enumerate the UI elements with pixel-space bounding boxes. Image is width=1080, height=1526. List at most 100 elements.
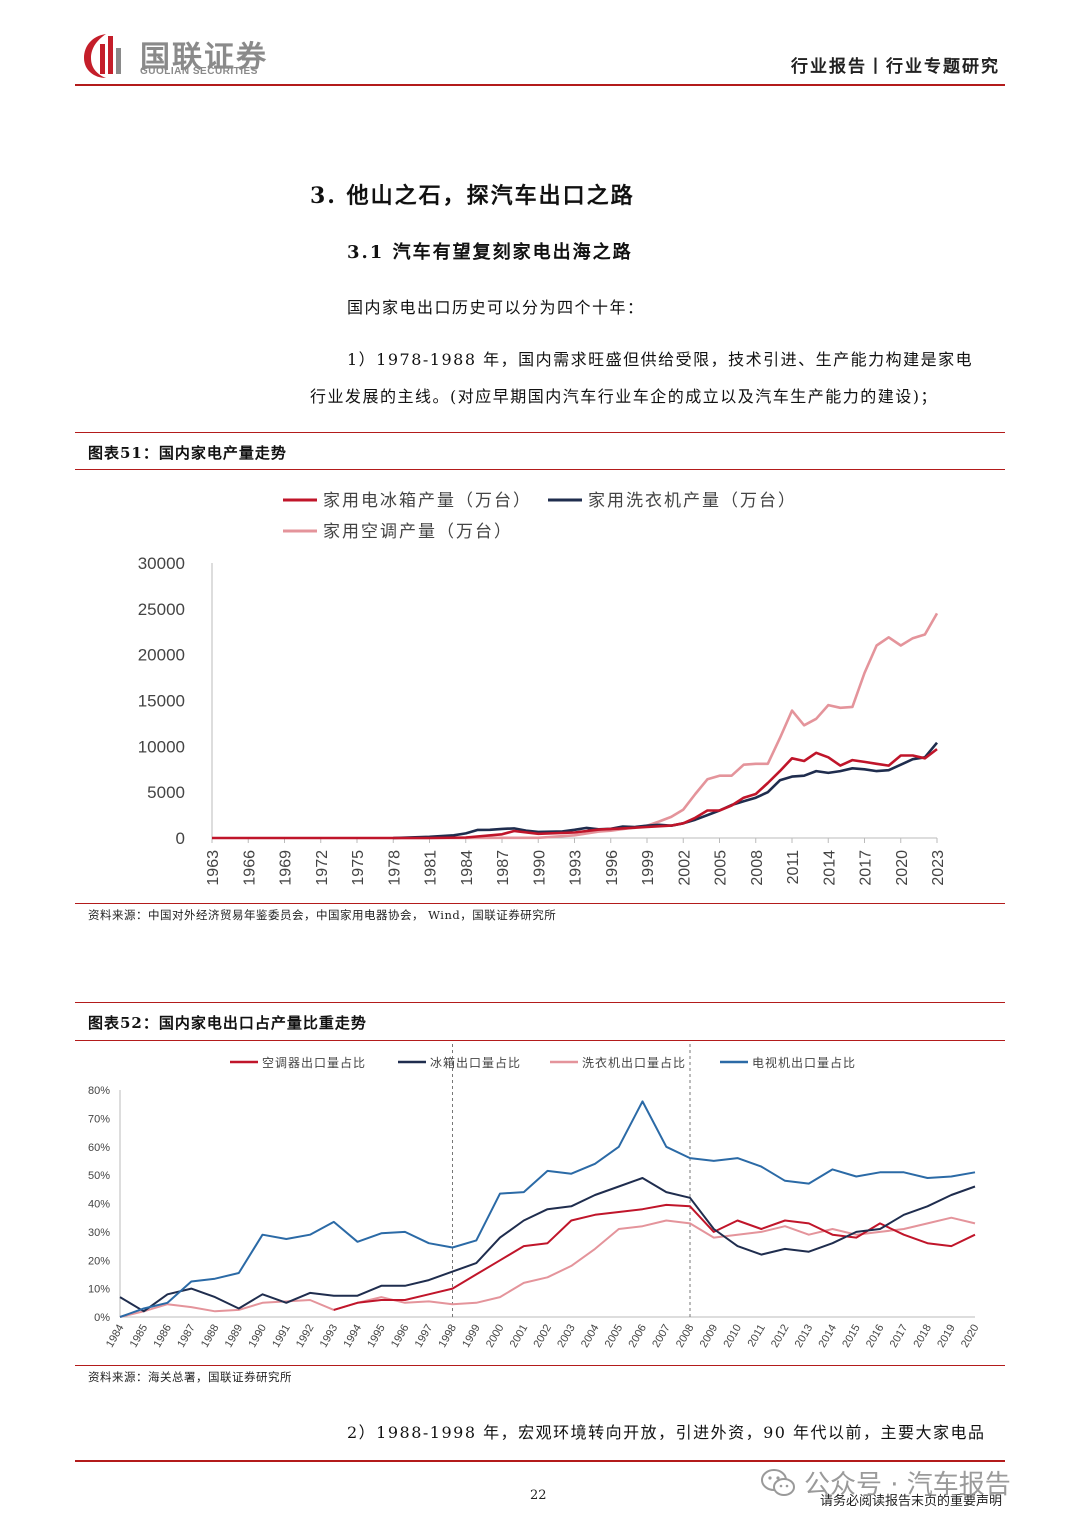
x-tick-label: 2014	[821, 850, 838, 886]
x-tick-label: 1966	[241, 850, 258, 886]
paragraph-1-line1: 1）1978-1988 年，国内需求旺盛但供给受限，技术引进、生产能力构建是家电	[347, 350, 974, 369]
x-tick-label: 1985	[128, 1323, 151, 1350]
wechat-icon	[761, 1468, 795, 1496]
x-tick-label: 2010	[721, 1323, 744, 1350]
x-tick-label: 1993	[568, 850, 585, 886]
series-line-tv	[119, 1100, 976, 1318]
x-tick-label: 1988	[199, 1323, 222, 1350]
x-tick-label: 2017	[858, 850, 875, 886]
figure51-title: 图表51：国内家电产量走势	[88, 444, 287, 462]
x-tick-label: 1992	[294, 1323, 317, 1350]
logo-text-cn: 国联证券	[140, 40, 268, 75]
x-tick-label: 1996	[389, 1323, 412, 1350]
figure52-title: 图表52：国内家电出口占产量比重走势	[88, 1014, 367, 1032]
paragraph-2: 2）1988-1998 年，宏观环境转向开放，引进外资，90 年代以前，主要大家…	[347, 1423, 986, 1442]
x-tick-label: 2008	[674, 1323, 697, 1350]
watermark: 公众号 · 汽车报告	[760, 1464, 1011, 1501]
x-tick-label: 2016	[864, 1323, 887, 1350]
page-number: 22	[530, 1488, 547, 1503]
legend-label-washer: 洗衣机出口量占比	[582, 1055, 686, 1070]
x-tick-label: 2012	[769, 1323, 792, 1350]
x-tick-label: 1999	[460, 1323, 483, 1350]
y-tick-label: 60%	[88, 1142, 110, 1154]
figure52-title-rule	[75, 1040, 1005, 1041]
figure51-top-rule	[75, 432, 1005, 433]
x-tick-label: 1998	[436, 1323, 459, 1350]
x-tick-label: 2007	[650, 1323, 673, 1350]
x-tick-label: 1978	[386, 850, 403, 886]
x-tick-label: 1986	[151, 1323, 174, 1350]
x-tick-label: 1994	[341, 1323, 364, 1350]
x-tick-label: 2020	[894, 850, 911, 886]
logo: 国联证券 GUOLIAN SECURITIES	[80, 30, 280, 80]
x-tick-label: 1997	[413, 1323, 436, 1350]
paragraph-1-line2: 行业发展的主线。(对应早期国内汽车行业车企的成立以及汽车生产能力的建设)；	[310, 387, 938, 406]
x-tick-label: 1990	[246, 1323, 269, 1350]
y-tick-label: 0%	[94, 1312, 110, 1324]
y-tick-label: 40%	[88, 1199, 110, 1211]
x-tick-label: 2017	[888, 1323, 911, 1350]
x-tick-label: 2002	[531, 1323, 554, 1350]
sub-heading: 3.1 汽车有望复刻家电出海之路	[347, 242, 633, 263]
x-tick-label: 1972	[314, 850, 331, 886]
figure51-title-rule	[75, 469, 1005, 470]
x-tick-label: 2015	[840, 1323, 863, 1350]
footer-disclaimer: 请务必阅读报告末页的重要声明	[819, 1494, 1002, 1509]
series-line-fridge	[119, 1177, 976, 1313]
watermark-text: 公众号 · 汽车报告	[804, 1470, 1011, 1500]
y-tick-label: 80%	[88, 1085, 110, 1097]
x-tick-label: 1995	[365, 1323, 388, 1350]
y-tick-label: 50%	[88, 1170, 110, 1182]
y-tick-label: 5000	[147, 783, 185, 802]
production-line-chart: 0 5000 10000 15000 20000 25000 30000 1963 1966 19…	[138, 491, 947, 886]
x-tick-label: 1996	[604, 850, 621, 886]
x-tick-label: 2001	[508, 1323, 531, 1350]
x-tick-label: 1990	[531, 850, 548, 886]
x-tick-label: 2006	[626, 1323, 649, 1350]
x-tick-label: 1999	[640, 850, 657, 886]
footer-divider	[75, 1460, 1005, 1462]
x-tick-label: 2005	[713, 850, 730, 886]
logo-text-en: GUOLIAN SECURITIES	[140, 66, 258, 77]
figure52-source: 资料来源：海关总署，国联证券研究所	[88, 1370, 292, 1384]
series-line-fridge	[212, 748, 938, 840]
x-tick-label: 1991	[270, 1323, 293, 1350]
export-share-line-chart: 0%10%20%30%40%50%60%70%80%1984 1985 1986 19…	[88, 1044, 982, 1350]
section-heading: 3. 他山之石，探汽车出口之路	[310, 183, 635, 209]
series-line-ac	[393, 612, 939, 840]
legend-label-tv: 电视机出口量占比	[752, 1055, 856, 1070]
y-tick-label: 30%	[88, 1227, 110, 1239]
x-tick-label: 2019	[935, 1323, 958, 1350]
x-tick-label: 1987	[495, 850, 512, 886]
legend-label-washer: 家用洗衣机产量（万台）	[588, 491, 797, 510]
x-tick-label: 1989	[223, 1323, 246, 1350]
legend-label-fridge: 冰箱出口量占比	[430, 1055, 521, 1070]
legend-label-ac: 空调器出口量占比	[262, 1055, 366, 1070]
x-tick-label: 2003	[555, 1323, 578, 1350]
y-tick-label: 20000	[138, 646, 185, 665]
x-tick-label: 1987	[175, 1323, 198, 1350]
x-tick-label: 1981	[423, 850, 440, 886]
x-tick-label: 2008	[749, 850, 766, 886]
y-tick-label: 30000	[138, 554, 185, 573]
series-line-ac	[333, 1203, 976, 1311]
x-tick-label: 2009	[698, 1323, 721, 1350]
x-tick-label: 2023	[930, 850, 947, 886]
figure52-bottom-rule	[75, 1365, 1005, 1366]
y-tick-label: 20%	[88, 1255, 110, 1267]
x-tick-label: 2014	[816, 1323, 839, 1350]
x-tick-label: 2020	[959, 1323, 982, 1350]
series-line-washer	[119, 1216, 976, 1318]
y-tick-label: 0	[176, 829, 185, 848]
legend-label-ac: 家用空调产量（万台）	[323, 522, 513, 541]
paragraph-intro: 国内家电出口历史可以分为四个十年：	[347, 298, 645, 317]
header-divider	[75, 84, 1005, 86]
x-tick-label: 1975	[350, 850, 367, 886]
x-tick-label: 2011	[785, 850, 802, 885]
doc-type-label: 行业报告丨行业专题研究	[791, 57, 1000, 77]
figure51-source: 资料来源：中国对外经济贸易年鉴委员会，中国家用电器协会， Wind，国联证券研究…	[88, 908, 557, 922]
y-tick-label: 15000	[138, 692, 185, 711]
figure51-bottom-rule	[75, 903, 1005, 904]
y-tick-label: 10000	[138, 737, 185, 756]
logo-mark-icon	[84, 34, 121, 78]
